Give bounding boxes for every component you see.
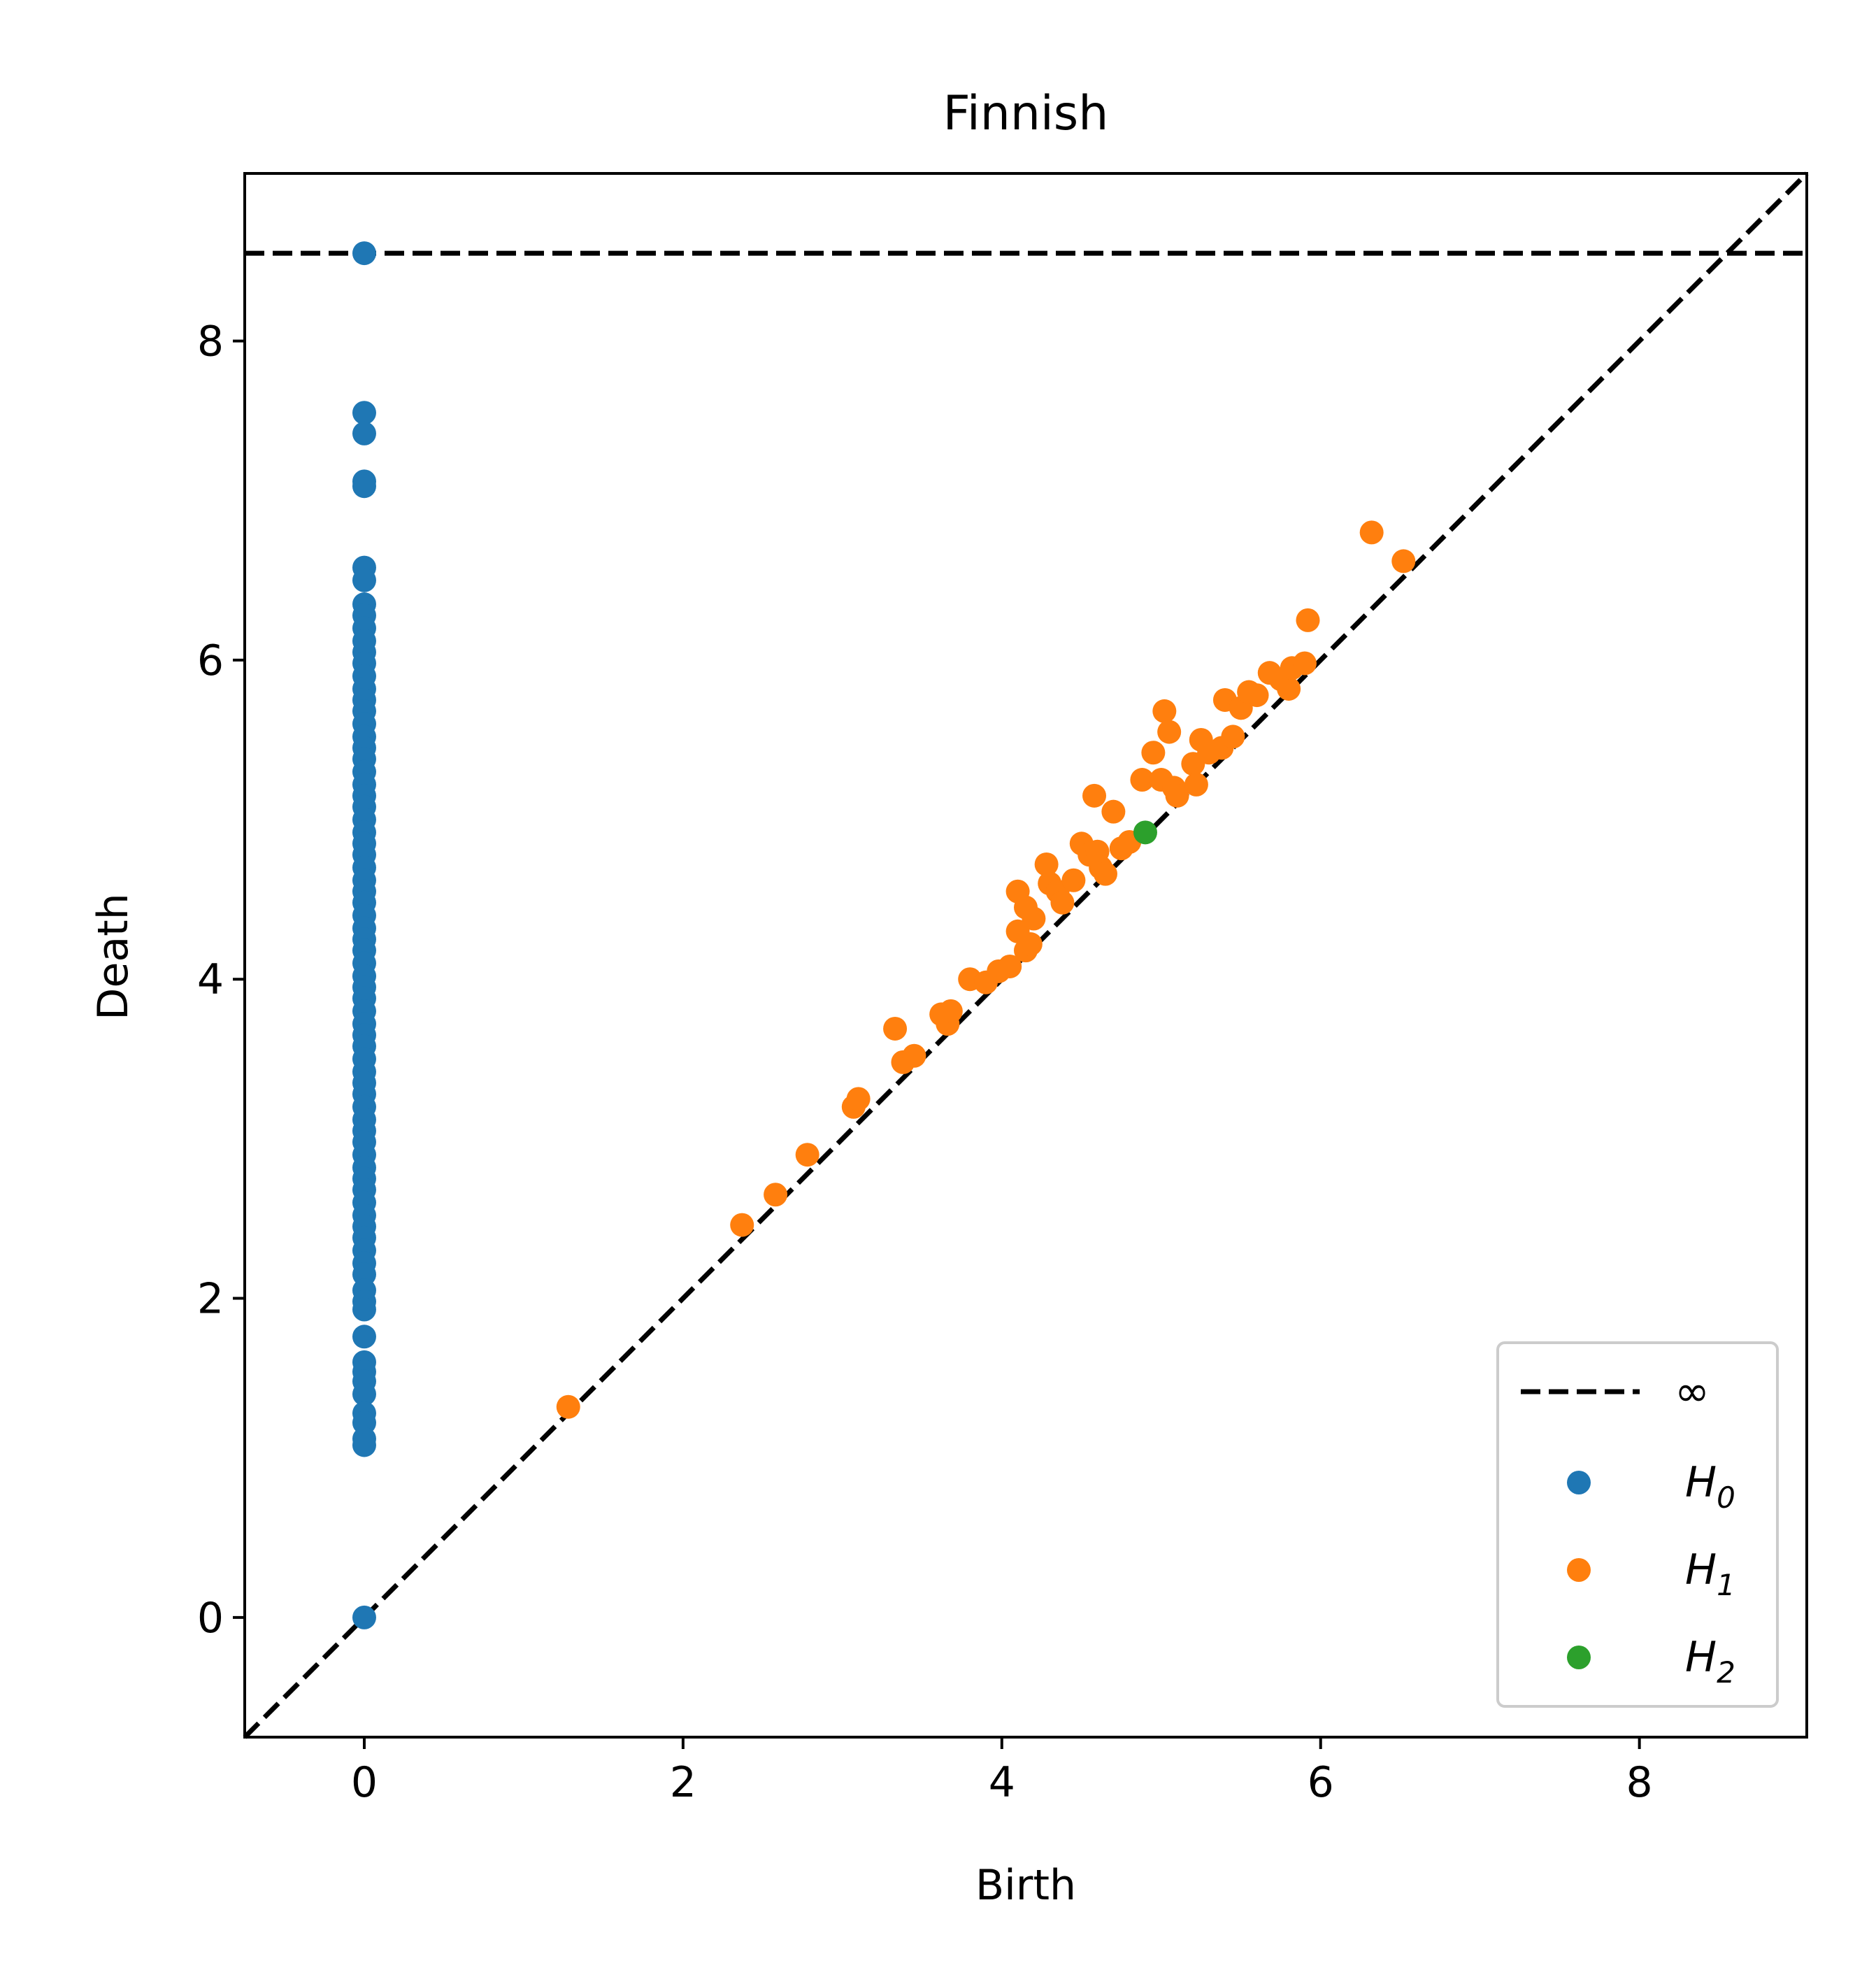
x-tick-label: 0 — [351, 1758, 378, 1807]
point-h1 — [1141, 741, 1166, 765]
point-h1 — [1061, 868, 1086, 892]
point-h0 — [352, 1605, 376, 1629]
x-tick-label: 8 — [1626, 1758, 1653, 1807]
x-tick-label: 2 — [670, 1758, 696, 1807]
legend-h0-marker — [1567, 1471, 1591, 1494]
point-h0 — [352, 1325, 376, 1349]
point-h0 — [352, 401, 376, 425]
point-h1 — [764, 1183, 788, 1207]
chart-title: Finnish — [943, 86, 1109, 141]
point-h0 — [352, 241, 376, 266]
point-h1 — [1130, 768, 1154, 792]
point-h1 — [902, 1043, 926, 1068]
y-tick-label: 2 — [197, 1275, 224, 1324]
point-h1 — [1184, 772, 1208, 797]
plot-marks — [243, 171, 1809, 1739]
legend-h2-label: H2 — [1685, 1633, 1735, 1690]
point-h1 — [1157, 720, 1182, 744]
point-h1 — [1082, 783, 1107, 808]
point-h0 — [352, 474, 376, 499]
point-h1 — [1165, 783, 1189, 808]
legend: ∞ H0 H1 H2 — [1496, 1341, 1779, 1708]
point-h1 — [938, 999, 963, 1023]
point-h1 — [1152, 699, 1177, 723]
point-h1 — [1359, 520, 1384, 545]
legend-h1-label: H1 — [1685, 1546, 1735, 1602]
point-h1 — [1018, 932, 1043, 957]
point-h1 — [1050, 890, 1075, 915]
legend-h1-marker — [1567, 1558, 1591, 1582]
x-axis-ticks: 0 2 4 6 8 — [351, 1737, 1653, 1807]
point-h1 — [1391, 549, 1416, 573]
point-h1 — [1296, 608, 1320, 632]
legend-h0-label: H0 — [1685, 1458, 1735, 1515]
point-h1 — [846, 1087, 871, 1111]
point-h1 — [556, 1394, 580, 1419]
point-h1 — [998, 954, 1022, 978]
y-tick-label: 6 — [197, 636, 224, 685]
series-h0 — [352, 241, 376, 1629]
series-h2 — [1133, 820, 1157, 845]
point-h1 — [1292, 651, 1317, 676]
legend-h2-marker — [1567, 1646, 1591, 1669]
point-h1 — [1101, 799, 1126, 824]
point-h1 — [1022, 906, 1046, 931]
point-h1 — [730, 1213, 754, 1237]
x-tick-label: 4 — [989, 1758, 1015, 1807]
y-axis-ticks: 0 2 4 6 8 — [197, 317, 245, 1643]
point-h2 — [1133, 820, 1157, 845]
point-h0 — [352, 1433, 376, 1457]
point-h1 — [1093, 862, 1117, 886]
y-tick-label: 0 — [197, 1594, 224, 1643]
legend-infinity-label: ∞ — [1675, 1367, 1710, 1416]
point-h1 — [795, 1143, 819, 1167]
point-h0 — [352, 421, 376, 445]
point-h1 — [1034, 852, 1059, 876]
point-h0 — [352, 1382, 376, 1406]
point-h0 — [352, 568, 376, 592]
series-h1 — [556, 520, 1416, 1419]
plot-frame — [243, 172, 1808, 1739]
y-tick-label: 4 — [197, 955, 224, 1004]
point-h1 — [1245, 683, 1269, 708]
y-axis-label: Death — [89, 893, 138, 1020]
point-h1 — [1221, 725, 1245, 749]
x-axis-label: Birth — [975, 1861, 1076, 1910]
point-h0 — [352, 1297, 376, 1322]
point-h1 — [883, 1016, 908, 1041]
point-h1 — [1277, 676, 1301, 701]
legend-box — [1496, 1341, 1779, 1708]
y-tick-label: 8 — [197, 317, 224, 366]
x-tick-label: 6 — [1308, 1758, 1334, 1807]
